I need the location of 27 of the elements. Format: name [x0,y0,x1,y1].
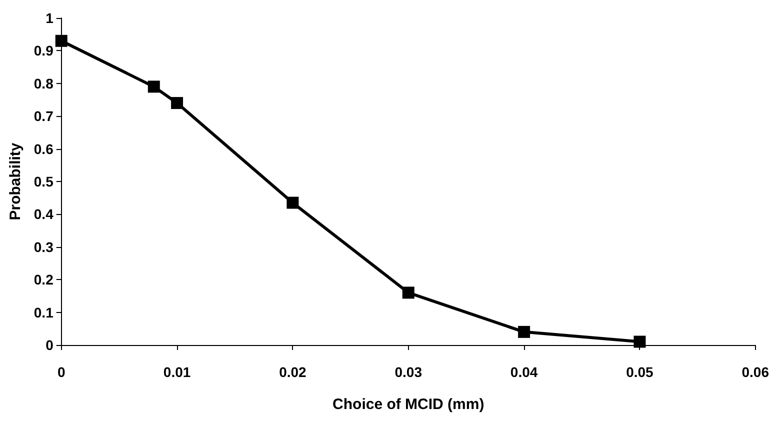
y-tick-label: 0.1 [34,304,54,320]
point [171,97,184,110]
point [518,326,530,338]
x-tick-label: 0.05 [626,364,654,380]
y-tick-label: 0.2 [34,272,54,288]
point [286,196,299,209]
y-tick-label: 0.4 [34,206,54,222]
y-tick-label: 0.8 [34,75,54,92]
y-axis-title: Probability [7,142,24,220]
y-tick-label: 0.9 [34,42,54,59]
y-tick-label: 0 [46,337,54,353]
point [148,80,160,93]
y-tick-label: 0.6 [34,140,54,157]
y-tick-label: 0.3 [34,238,54,255]
y-tick-label: 1 [46,10,54,26]
point [55,34,68,47]
x-tick-label: 0.01 [163,364,191,380]
x-tick-label: 0.02 [279,364,307,380]
y-tick-label: 0.5 [34,174,54,190]
x-tick-label: 0.03 [394,364,422,380]
point [402,286,414,299]
point [634,336,646,348]
x-tick-label: 0.06 [742,364,770,380]
x-axis-title: Choice of MCID (mm) [332,396,484,413]
x-tick-label: 0 [57,364,66,380]
x-tick-label: 0.04 [510,364,538,380]
y-tick-label: 0.7 [34,108,54,124]
